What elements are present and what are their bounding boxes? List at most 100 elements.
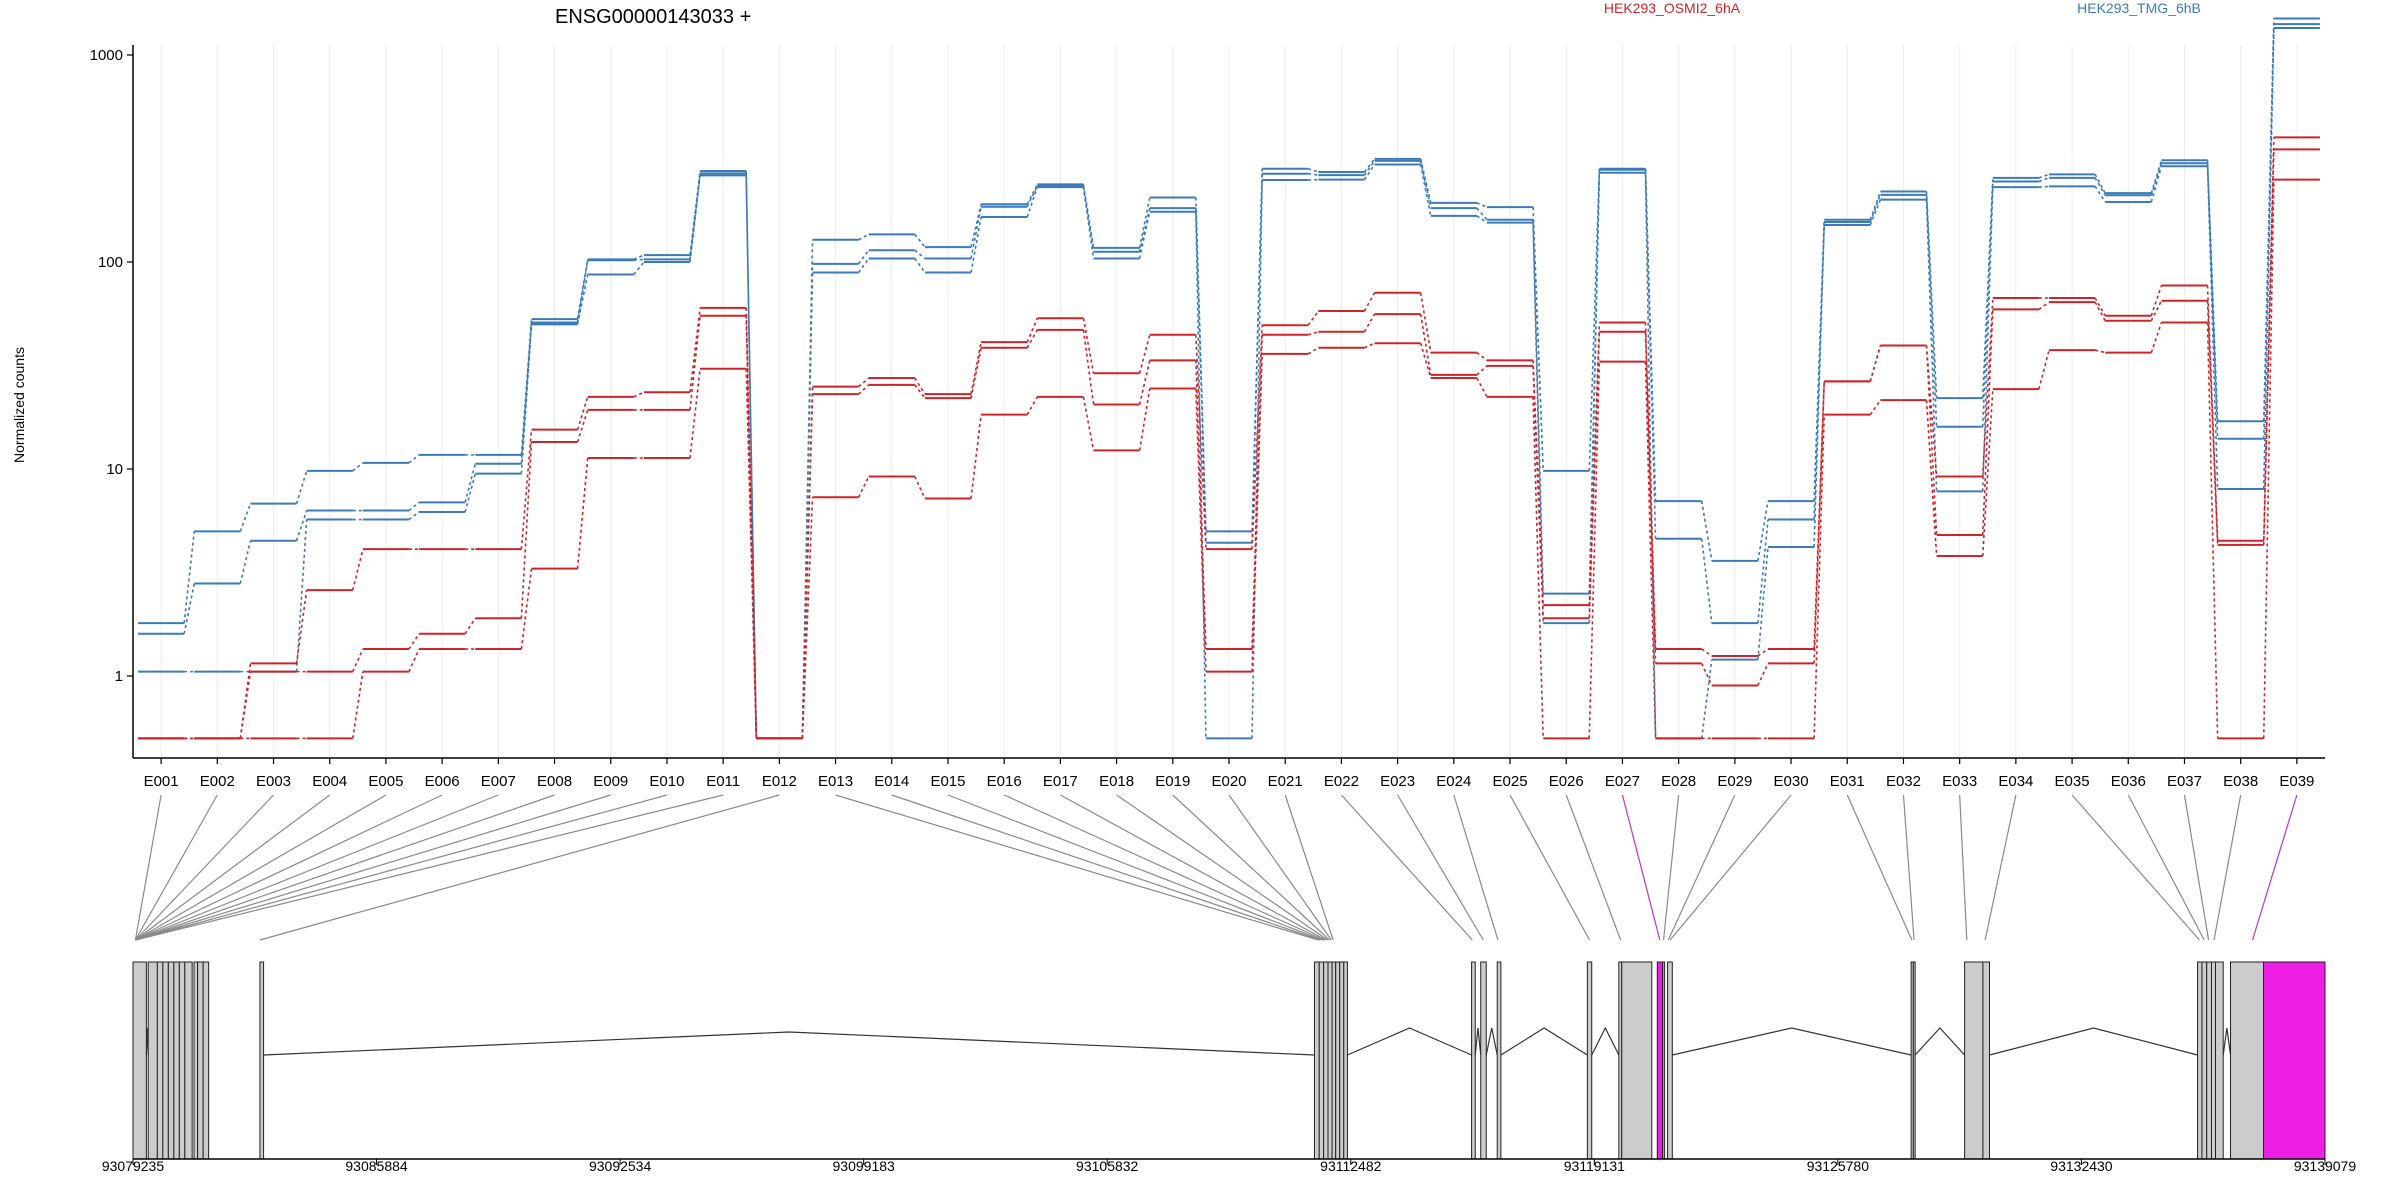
series-connector (1026, 329, 1039, 349)
series-connector (1813, 381, 1826, 664)
series-connector (352, 462, 364, 472)
series-connector (1138, 207, 1151, 252)
exon-connector (1621, 794, 1661, 941)
exon-block (2210, 961, 2217, 1160)
series-connector (1419, 313, 1432, 375)
series-connector (1026, 396, 1039, 416)
x-tick-label-e013: E013 (818, 773, 853, 790)
series-connector (633, 258, 644, 262)
series-connector (576, 274, 589, 325)
series-connector (408, 501, 420, 512)
series-connector (1757, 500, 1769, 561)
series-connector (1138, 360, 1151, 405)
series-connector (1251, 353, 1263, 672)
series-connector (1700, 538, 1713, 624)
exon-connector (1902, 794, 1915, 941)
series-connector (1981, 309, 1994, 536)
x-tick-label-e004: E004 (312, 773, 347, 790)
exon-connector (1984, 794, 2017, 941)
series-connector (1925, 400, 1938, 557)
series-connector (1476, 365, 1488, 376)
x-tick-label-e034: E034 (1998, 773, 2033, 790)
series-connector (1307, 310, 1320, 326)
series-connector (1588, 168, 1601, 471)
series-connector (2262, 137, 2275, 541)
gene-model (132, 961, 2326, 1160)
series-connector (1476, 207, 1488, 221)
x-tick-label-e028: E028 (1661, 773, 1696, 790)
series-connector (1476, 351, 1488, 361)
series-6 (138, 178, 2320, 740)
x-tick-label-e035: E035 (2055, 773, 2090, 790)
intron-line (1474, 1027, 1482, 1056)
x-tick-label-e005: E005 (368, 773, 403, 790)
exon-connector (135, 794, 443, 941)
exon-block (132, 961, 147, 1160)
series-connector (1138, 211, 1151, 259)
series-connector (689, 368, 701, 459)
intron-line (145, 1027, 149, 1056)
x-tick-label-e008: E008 (537, 773, 572, 790)
exon-block (1323, 961, 1329, 1160)
exon-connector (135, 794, 387, 941)
x-tick-label-e019: E019 (1155, 773, 1190, 790)
series-connector (2038, 177, 2050, 183)
series-connector (1082, 329, 1095, 405)
series-connector (576, 409, 589, 443)
exon-block (2215, 961, 2224, 1160)
series-connector (1869, 199, 1882, 226)
series-connector (1757, 648, 1769, 657)
series-connector (2150, 300, 2163, 322)
series-connector (1138, 334, 1151, 374)
series-connector (2262, 28, 2275, 490)
series-connector (464, 617, 476, 635)
exon-block (1339, 961, 1345, 1160)
series-connector (351, 548, 364, 591)
exon-connector (1116, 794, 1328, 941)
series-connector (520, 429, 533, 550)
series-connector (970, 342, 982, 395)
exon-block (1327, 961, 1333, 1160)
coordinate-label: 93112482 (1320, 1158, 1381, 1174)
coordinate-label: 93099183 (833, 1158, 896, 1174)
series-connector (2094, 301, 2106, 322)
series-connector (1138, 388, 1151, 451)
exon-connector (1669, 794, 1792, 941)
series-connector (1644, 172, 1657, 739)
series-connector (1476, 215, 1488, 224)
series-connector (1419, 343, 1432, 379)
series-connector (1925, 194, 1938, 427)
series-lines (138, 17, 2320, 740)
series-connector (914, 249, 926, 260)
exon-connector (135, 794, 331, 941)
exon-block (1662, 961, 1666, 1160)
series-connector (1981, 181, 1994, 427)
x-tick-label-e012: E012 (762, 773, 797, 790)
series-connector (1082, 185, 1095, 252)
series-connector (1757, 546, 1769, 660)
series-connector (1195, 360, 1207, 650)
series-connector (1981, 297, 1994, 477)
series-connector (1588, 361, 1601, 739)
series-connector (1981, 389, 1994, 557)
series-connector (576, 260, 589, 323)
exon-block (197, 961, 204, 1160)
exon-block (1912, 961, 1916, 1160)
series-connector (1026, 184, 1039, 205)
intron-line (1591, 1026, 1620, 1056)
series-connector (1757, 519, 1769, 624)
x-tick-label-e001: E001 (144, 773, 179, 790)
exon-connector (1284, 794, 1334, 941)
exon-block (1586, 961, 1593, 1160)
series-connector (745, 171, 758, 739)
series-connector (239, 540, 252, 584)
x-tick-label-e003: E003 (256, 773, 291, 790)
series-connector (1251, 334, 1263, 650)
x-tick-label-e011: E011 (706, 773, 740, 790)
series-connector (1082, 187, 1095, 259)
coordinate-label: 93125780 (1807, 1158, 1870, 1174)
exon-block (2206, 961, 2212, 1160)
exon-connectors (134, 794, 2298, 941)
x-tick-label-e006: E006 (425, 773, 460, 790)
series-connector (352, 648, 364, 672)
